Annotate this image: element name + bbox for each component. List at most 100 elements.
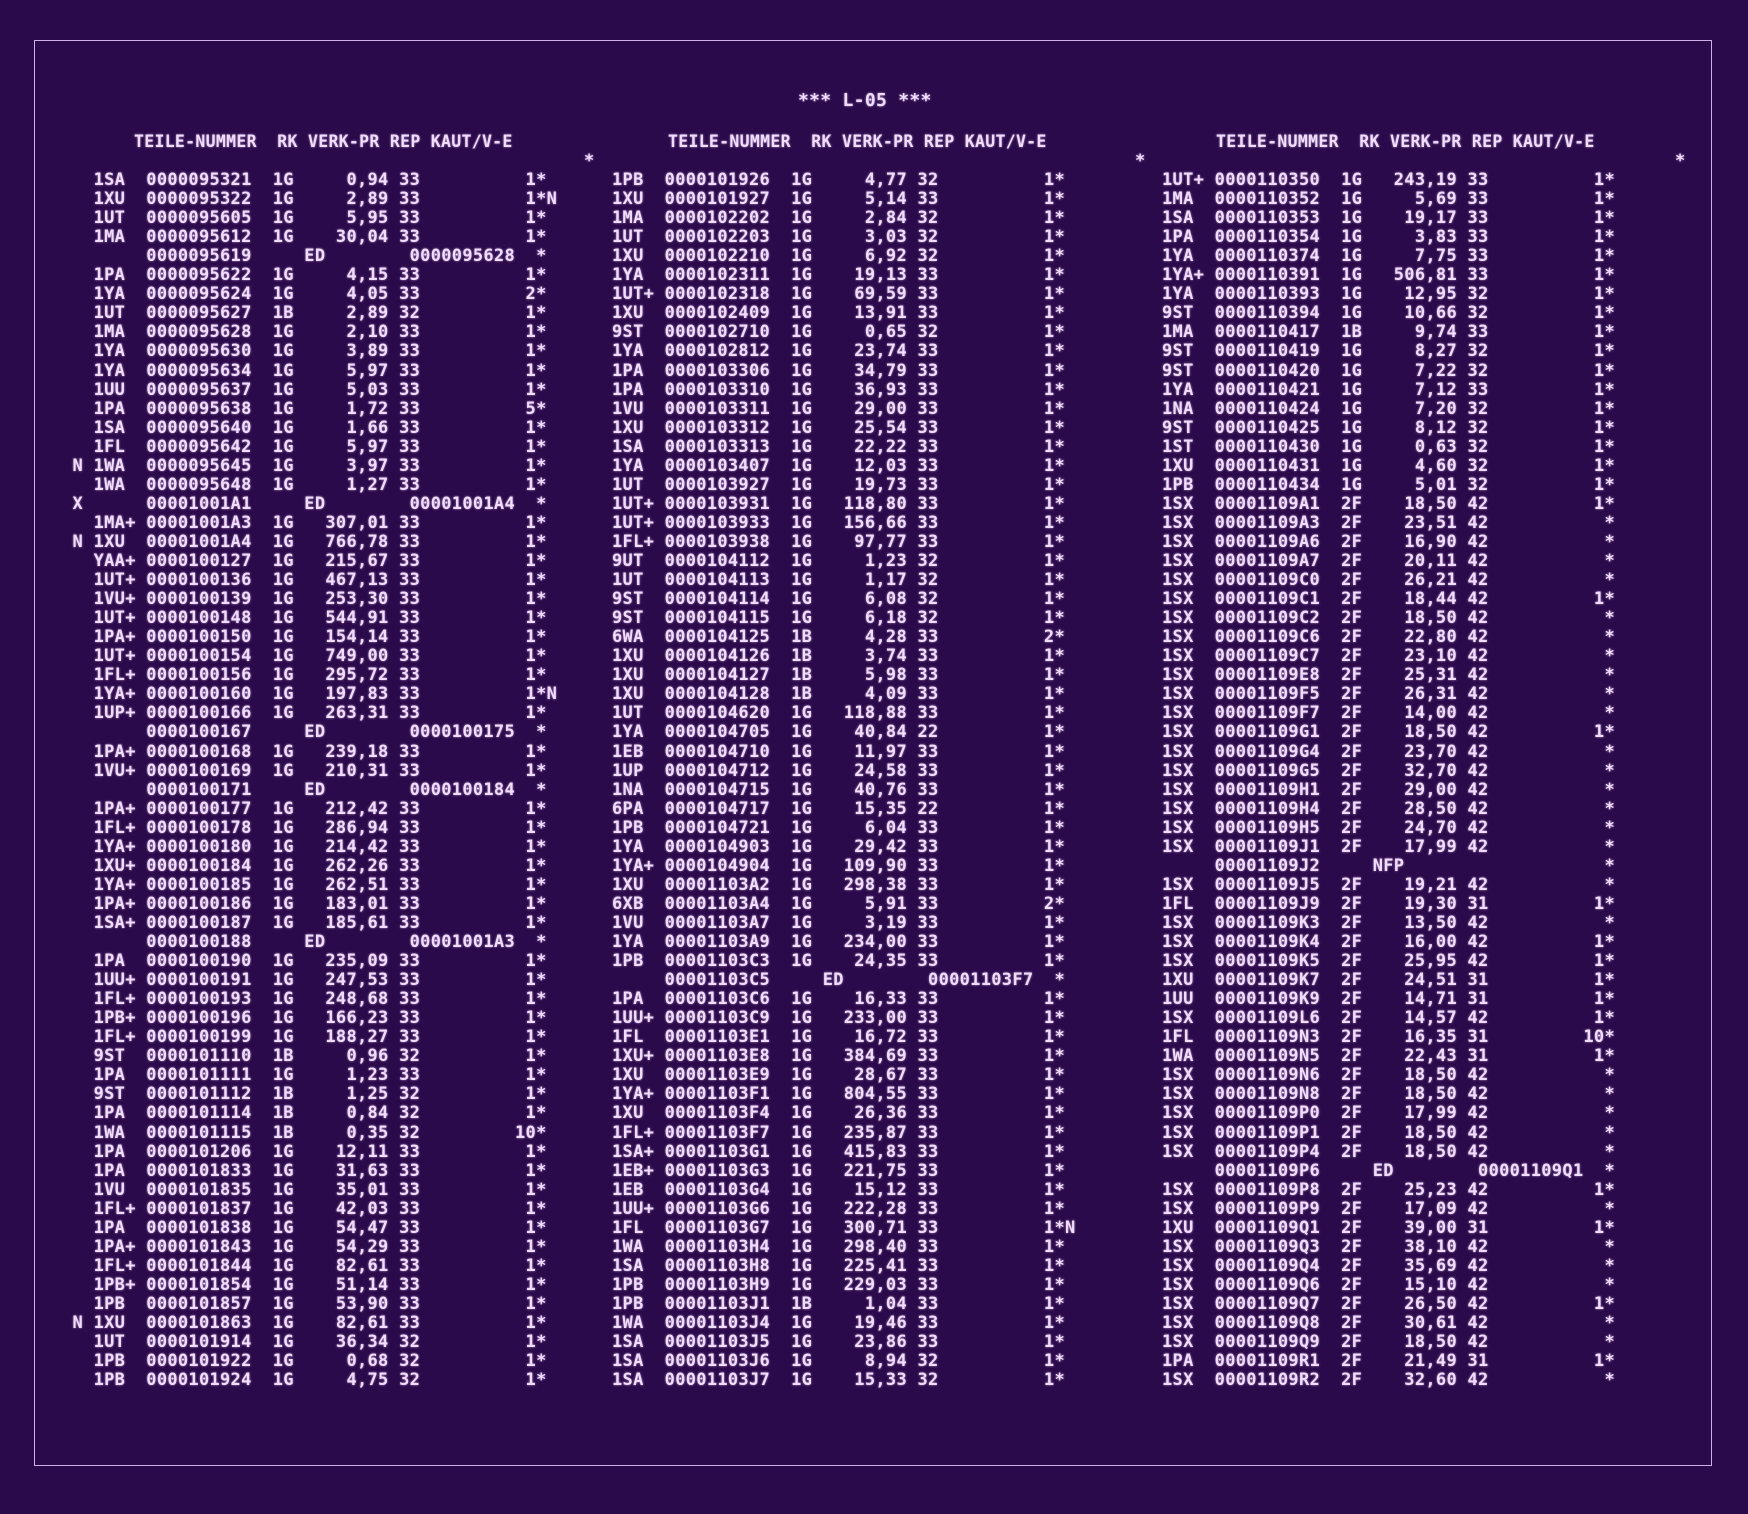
table-row: 1PB 00001103H9 1G 229,03 33 1* [612,1275,1065,1295]
table-row: 1FL+ 0000100156 1G 295,72 33 1* [62,665,547,685]
table-row: 1MA 0000095628 1G 2,10 33 1* [62,322,547,342]
table-row: 1FL 0000095642 1G 5,97 33 1* [62,437,547,457]
table-row: 1FL 00001103G7 1G 300,71 33 1*N [612,1218,1076,1238]
table-row: 1SX 00001109P1 2F 18,50 42 * [1162,1123,1615,1143]
table-row: 1SX 00001109C2 2F 18,50 42 * [1162,608,1615,628]
table-row: 1XU 0000103312 1G 25,54 33 1* [612,418,1065,438]
table-row: 1SX 00001109L6 2F 14,57 42 1* [1162,1008,1615,1028]
table-row: 1UU+ 00001103C9 1G 233,00 33 1* [612,1008,1065,1028]
table-row: 1XU+ 0000100184 1G 262,26 33 1* [62,856,547,876]
table-row: 1XU 0000101927 1G 5,14 33 1* [612,189,1065,209]
table-row: 1SX 00001109F5 2F 26,31 42 * [1162,684,1615,704]
table-row: 1XU 0000104126 1B 3,74 33 1* [612,646,1065,666]
table-row: 1SX 00001109K4 2F 16,00 42 1* [1162,932,1615,952]
table-row: 1YA 00001103A9 1G 234,00 33 1* [612,932,1065,952]
table-row: 1UT 0000103927 1G 19,73 33 1* [612,475,1065,495]
table-row: 1SX 00001109C1 2F 18,44 42 1* [1162,589,1615,609]
table-row: 1UT+ 0000102318 1G 69,59 33 1* [612,284,1065,304]
table-row: 1PA 0000101838 1G 54,47 33 1* [62,1218,547,1238]
table-row: 6PA 0000104717 1G 15,35 22 1* [612,799,1065,819]
table-row: 1PA 0000103306 1G 34,79 33 1* [612,361,1065,381]
table-row: 1VU+ 0000100139 1G 253,30 33 1* [62,589,547,609]
table-row: 1FL+ 0000101844 1G 82,61 33 1* [62,1256,547,1276]
table-row: 1EB 0000104710 1G 11,97 33 1* [612,742,1065,762]
table-row: 1SX 00001109G5 2F 32,70 42 * [1162,761,1615,781]
table-row: 1SX 00001109J1 2F 17,99 42 * [1162,837,1615,857]
table-row: 1VU 0000101835 1G 35,01 33 1* [62,1180,547,1200]
table-row: 1PA 0000101833 1G 31,63 33 1* [62,1161,547,1181]
table-row: 1VU 00001103A7 1G 3,19 33 1* [612,913,1065,933]
table-row: 1PA+ 0000100186 1G 183,01 33 1* [62,894,547,914]
column-header-3: TEILE-NUMMER RK VERK-PR REP KAUT/V-E [1216,132,1595,151]
table-row: 1MA 0000095612 1G 30,04 33 1* [62,227,547,247]
table-row: 1SX 00001109E8 2F 25,31 42 * [1162,665,1615,685]
table-row: 1UT+ 0000100148 1G 544,91 33 1* [62,608,547,628]
report-title: *** L-05 *** [798,90,932,111]
column-top-mark-2: * [1135,151,1146,171]
table-row: 1FL+ 0000103938 1G 97,77 33 1* [612,532,1065,552]
table-row: 1EB+ 00001103G3 1G 221,75 33 1* [612,1161,1065,1181]
table-row: 1PB 0000101926 1G 4,77 32 1* [612,170,1065,190]
table-row: 00001103C5 ED 00001103F7 * [612,970,1065,990]
table-row: N 1XU 00001001A4 1G 766,78 33 1* [62,532,547,552]
table-row: 1PB 0000101857 1G 53,90 33 1* [62,1294,547,1314]
table-row: 1NA 0000110424 1G 7,20 32 1* [1162,399,1615,419]
table-row: 1PB 0000101924 1G 4,75 32 1* [62,1370,547,1390]
table-row: 1SA 00001103H8 1G 225,41 33 1* [612,1256,1065,1276]
table-row: 1FL+ 00001103F7 1G 235,87 33 1* [612,1123,1065,1143]
table-row: N 1WA 0000095645 1G 3,97 33 1* [62,456,547,476]
table-row: 1SA+ 0000100187 1G 185,61 33 1* [62,913,547,933]
table-row: 6XB 00001103A4 1G 5,91 33 2* [612,894,1065,914]
table-row: 1SA 0000095321 1G 0,94 33 1* [62,170,547,190]
table-row: 1PA 0000095622 1G 4,15 33 1* [62,265,547,285]
print-frame [34,40,1712,1466]
table-row: 1PA 0000110354 1G 3,83 33 1* [1162,227,1615,247]
table-row: 1SX 00001109C6 2F 22,80 42 * [1162,627,1615,647]
table-row: 1YA 0000110393 1G 12,95 32 1* [1162,284,1615,304]
table-row: 1UT 0000101914 1G 36,34 32 1* [62,1332,547,1352]
table-row: 1PA 0000101111 1G 1,23 33 1* [62,1065,547,1085]
table-row: 1VU 0000103311 1G 29,00 33 1* [612,399,1065,419]
table-row: 1SA 00001103J7 1G 15,33 32 1* [612,1370,1065,1390]
table-row: 1VU+ 0000100169 1G 210,31 33 1* [62,761,547,781]
table-row: 1XU 00001103F4 1G 26,36 33 1* [612,1103,1065,1123]
table-row: 1PB 00001103J1 1B 1,04 33 1* [612,1294,1065,1314]
table-row: 9ST 0000110425 1G 8,12 32 1* [1162,418,1615,438]
table-row: 1UT+ 0000103933 1G 156,66 33 1* [612,513,1065,533]
table-row: 1PB 0000110434 1G 5,01 32 1* [1162,475,1615,495]
table-row: 9ST 0000101110 1B 0,96 32 1* [62,1046,547,1066]
table-row: 1UU+ 00001103G6 1G 222,28 33 1* [612,1199,1065,1219]
table-row: 1SX 00001109K3 2F 13,50 42 * [1162,913,1615,933]
table-row: 1YA 0000102311 1G 19,13 33 1* [612,265,1065,285]
table-row: 1UT+ 0000103931 1G 118,80 33 1* [612,494,1065,514]
table-row: N 1XU 0000101863 1G 82,61 33 1* [62,1313,547,1333]
table-row: 1UT 0000095627 1B 2,89 32 1* [62,303,547,323]
table-row: 1FL 00001109J9 2F 19,30 31 1* [1162,894,1615,914]
table-row: 1SX 00001109P4 2F 18,50 42 * [1162,1142,1615,1162]
table-row: 1YA 0000110421 1G 7,12 33 1* [1162,380,1615,400]
table-row: 1WA 00001103H4 1G 298,40 33 1* [612,1237,1065,1257]
table-row: 1UT+ 0000100136 1G 467,13 33 1* [62,570,547,590]
table-row: 1YA 0000104705 1G 40,84 22 1* [612,722,1065,742]
table-row: 1YA+ 0000110391 1G 506,81 33 1* [1162,265,1615,285]
table-row: 1FL+ 0000100193 1G 248,68 33 1* [62,989,547,1009]
table-row: 0000095619 ED 0000095628 * [62,246,547,266]
table-row: 1PA 0000100190 1G 235,09 33 1* [62,951,547,971]
table-row: 1YA+ 0000100180 1G 214,42 33 1* [62,837,547,857]
table-row: 00001109J2 NFP * [1162,856,1615,876]
table-row: 1PA 0000103310 1G 36,93 33 1* [612,380,1065,400]
column-header-1: TEILE-NUMMER RK VERK-PR REP KAUT/V-E [134,132,513,151]
table-row: 0000100188 ED 00001001A3 * [62,932,547,952]
table-row: 1PA 00001109R1 2F 21,49 31 1* [1162,1351,1615,1371]
table-row: 1YA 0000095630 1G 3,89 33 1* [62,341,547,361]
table-row: 1SX 00001109K5 2F 25,95 42 1* [1162,951,1615,971]
table-row: 1SA 0000110353 1G 19,17 33 1* [1162,208,1615,228]
table-row: 1UU 00001109K9 2F 14,71 31 1* [1162,989,1615,1009]
table-row: 1SX 00001109P8 2F 25,23 42 1* [1162,1180,1615,1200]
column-top-mark-1: * [584,151,595,171]
table-row: 9ST 0000110394 1G 10,66 32 1* [1162,303,1615,323]
table-row: 1SX 00001109R2 2F 32,60 42 * [1162,1370,1615,1390]
table-row: 1SA 0000103313 1G 22,22 33 1* [612,437,1065,457]
table-row: 1UP 0000104712 1G 24,58 33 1* [612,761,1065,781]
table-row: 1PA+ 0000100150 1G 154,14 33 1* [62,627,547,647]
